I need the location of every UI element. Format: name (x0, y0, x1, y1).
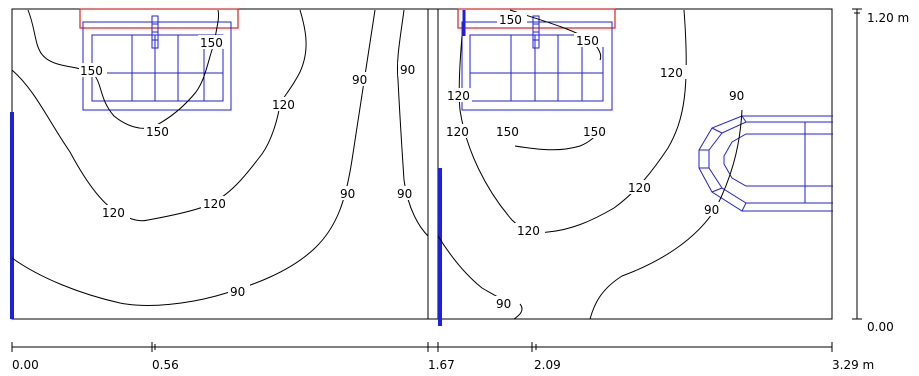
x-axis: 0.00 0.56 1.67 2.09 3.29 m (11, 342, 874, 372)
contour-label: 150 (80, 64, 103, 78)
contour-label: 90 (340, 187, 355, 201)
y-tick-label: 1.20 m (867, 11, 909, 25)
contour-label: 120 (660, 66, 683, 80)
contour-label: 150 (146, 125, 169, 139)
contour-label: 120 (447, 89, 470, 103)
contour-label: 120 (628, 181, 651, 195)
contour-label: 150 (200, 36, 223, 50)
contour-label: 120 (203, 197, 226, 211)
x-tick-label: 2.09 (534, 358, 561, 372)
contour-label: 120 (102, 206, 125, 220)
contour-label: 90 (704, 203, 719, 217)
contour-label: 150 (496, 125, 519, 139)
x-tick-label: 0.00 (12, 358, 39, 372)
contour-label-group: 150 150 150 120 90 90 120 90 90 120 120 … (79, 12, 749, 311)
contour-label: 90 (230, 285, 245, 299)
contour-label: 90 (352, 73, 367, 87)
luminaire-right (461, 10, 613, 111)
x-tick-label: 1.67 (428, 358, 455, 372)
contour-label: 150 (499, 13, 522, 27)
contour-label: 90 (397, 187, 412, 201)
y-tick-label: 0.00 (867, 320, 894, 334)
contour-label: 120 (272, 98, 295, 112)
partition-wall (427, 8, 439, 320)
x-tick-label: 3.29 m (832, 358, 874, 372)
contour-label: 120 (446, 125, 469, 139)
window-right (457, 8, 616, 29)
contour-label: 150 (583, 125, 606, 139)
x-tick-label: 0.56 (152, 358, 179, 372)
contour-label: 120 (517, 224, 540, 238)
contour-label: 90 (496, 297, 511, 311)
bathtub-object (698, 115, 833, 212)
contour-lines (11, 9, 743, 320)
contour-label: 150 (576, 34, 599, 48)
contour-label: 90 (400, 63, 415, 77)
y-axis: 1.20 m 0.00 (852, 8, 909, 334)
contour-label: 90 (729, 89, 744, 103)
window-left (79, 8, 239, 29)
